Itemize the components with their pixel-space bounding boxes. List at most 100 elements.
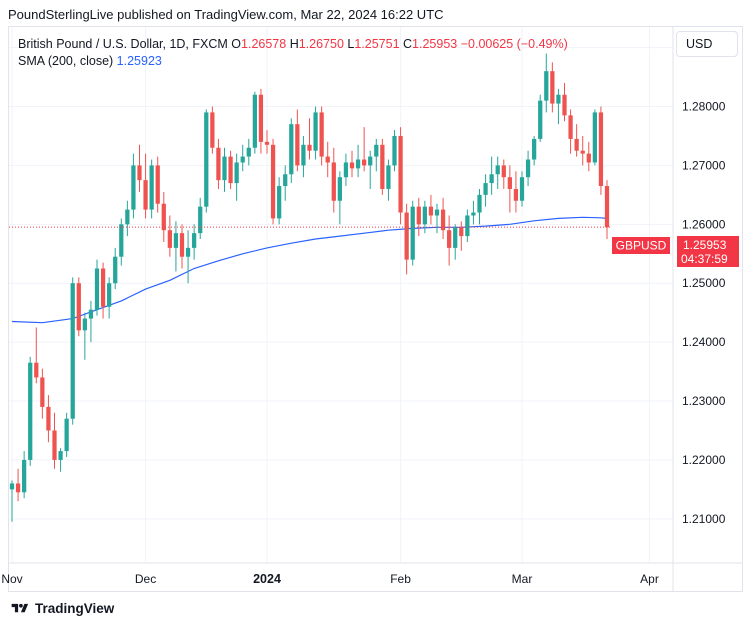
candle-body <box>331 162 336 201</box>
candle-body <box>210 112 215 148</box>
candle-body <box>216 147 221 181</box>
candle-body <box>586 153 591 163</box>
symbol-tag <box>612 237 670 254</box>
candle-body <box>161 203 166 231</box>
price-tick-label: 1.28000 <box>682 100 726 114</box>
candle-body <box>495 165 500 175</box>
candle-body <box>167 230 172 248</box>
candle-body <box>131 165 136 210</box>
candle <box>538 94 543 142</box>
candle-body <box>538 100 543 139</box>
footer-branding: TradingView <box>10 601 114 616</box>
time-axis: Nov Dec 2024 Feb Mar Apr <box>1 572 659 586</box>
candle <box>198 197 203 240</box>
candle <box>574 124 579 157</box>
candle-body <box>580 150 585 154</box>
publisher-caption: PoundSterlingLive published on TradingVi… <box>8 7 444 22</box>
candle <box>368 150 373 189</box>
candle-body <box>34 362 39 378</box>
candle-body <box>198 206 203 234</box>
candle-body <box>519 177 525 201</box>
candle <box>398 127 403 225</box>
candle <box>301 135 306 178</box>
candle <box>404 203 409 275</box>
candle <box>228 150 233 189</box>
candle <box>185 230 191 284</box>
candle-body <box>222 156 227 181</box>
candle <box>568 109 573 154</box>
candle-body <box>513 188 519 201</box>
candle-body <box>556 94 561 104</box>
price-axis: 1.290001.280001.270001.260001.250001.240… <box>682 41 726 526</box>
candle-body <box>428 206 434 216</box>
candle-body <box>46 406 51 431</box>
candle <box>264 130 270 154</box>
candle <box>125 200 130 237</box>
candle <box>465 209 470 242</box>
candle <box>598 106 604 195</box>
candle <box>283 165 288 201</box>
candle <box>192 224 197 260</box>
candle <box>586 141 591 172</box>
high-label: H <box>289 37 299 51</box>
candle-body <box>264 141 270 145</box>
candle <box>513 171 519 213</box>
candle-body <box>592 112 597 163</box>
candle <box>58 448 63 472</box>
bar-countdown: 04:37:59 <box>681 252 728 266</box>
candle <box>216 138 221 189</box>
candle <box>519 171 525 207</box>
candle-body <box>447 230 452 248</box>
candle-body <box>471 212 476 216</box>
candle-body <box>185 247 191 257</box>
close-label: C <box>403 37 413 51</box>
candle-body <box>119 224 124 257</box>
candle <box>137 144 142 192</box>
candle-body <box>289 124 294 175</box>
candle-body <box>143 180 148 210</box>
price-tick-label: 1.22000 <box>682 453 726 467</box>
chart-frame <box>8 26 743 592</box>
candle-body <box>246 147 251 157</box>
close-value: 1.25953 <box>412 37 458 51</box>
candle-body <box>392 135 397 166</box>
candle <box>434 203 440 234</box>
candle-body <box>179 233 185 257</box>
candle <box>222 147 227 192</box>
candle-body <box>107 283 112 307</box>
sma-label[interactable]: SMA (200, close) <box>18 54 114 68</box>
candle-body <box>94 268 100 310</box>
candle-body <box>598 112 604 187</box>
candle-body <box>28 362 33 460</box>
symbol-tag-label: GBPUSD <box>616 239 667 253</box>
candle-body <box>355 159 361 169</box>
candle <box>562 82 567 122</box>
candle <box>374 138 379 172</box>
candle <box>119 218 124 266</box>
change-value: −0.00625 (−0.49%) <box>460 37 568 51</box>
candle-body <box>149 165 154 210</box>
candle <box>307 118 312 160</box>
candle-body <box>574 138 579 151</box>
candle <box>34 327 39 384</box>
candle-body <box>155 165 160 204</box>
candle <box>9 480 15 522</box>
candle-body <box>125 209 130 225</box>
candle-body <box>544 71 549 101</box>
currency-button[interactable]: USD <box>676 31 738 57</box>
candle <box>416 197 421 237</box>
candle-body <box>258 94 264 142</box>
candle-body <box>362 159 367 166</box>
candle <box>143 153 148 219</box>
candle <box>131 153 136 219</box>
price-tick-label: 1.25000 <box>682 276 726 290</box>
high-value: 1.26750 <box>298 37 344 51</box>
candle-body <box>368 156 373 166</box>
candle-body <box>9 483 15 490</box>
candle <box>495 156 500 189</box>
candle <box>15 468 21 502</box>
instrument-name[interactable]: British Pound / U.S. Dollar, 1D, FXCM <box>18 37 228 51</box>
candle-body <box>82 318 87 331</box>
tradingview-logo-icon <box>11 603 29 613</box>
